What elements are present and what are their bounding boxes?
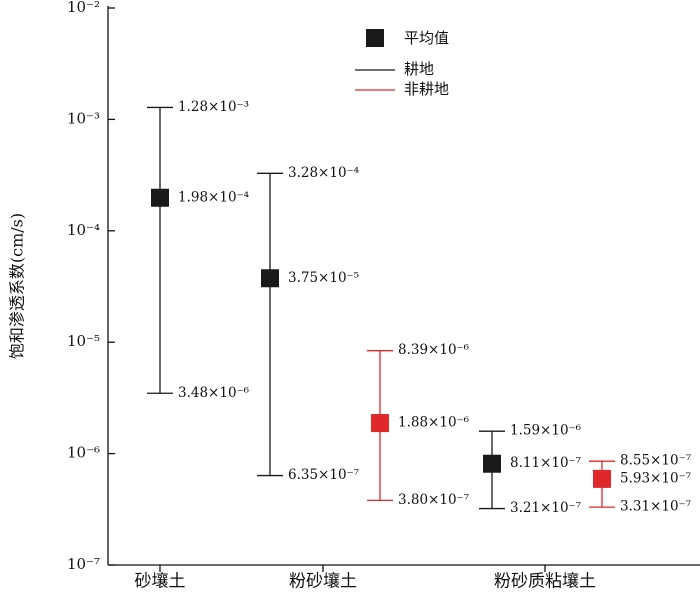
legend-label: 平均值 — [404, 29, 449, 47]
low-label: 3.31×10⁻⁷ — [620, 499, 692, 515]
high-label: 8.39×10⁻⁶ — [398, 342, 470, 358]
mean-label: 1.98×10⁻⁴ — [178, 189, 249, 205]
x-tick-label: 粉砂质粘壤土 — [494, 571, 596, 592]
x-tick-label: 粉砂壤土 — [289, 571, 357, 592]
y-tick-label: 10⁻⁴ — [67, 221, 100, 239]
mean-marker — [483, 454, 501, 473]
mean-marker — [151, 188, 169, 207]
low-label: 3.48×10⁻⁶ — [178, 385, 250, 401]
low-label: 6.35×10⁻⁷ — [288, 467, 360, 483]
low-label: 3.21×10⁻⁷ — [510, 500, 582, 516]
low-label: 3.80×10⁻⁷ — [398, 492, 470, 508]
mean-marker — [371, 414, 389, 433]
y-axis-label: 饱和渗透系数(cm/s) — [8, 213, 27, 359]
legend-label: 非耕地 — [404, 80, 449, 98]
y-tick-label: 10⁻⁶ — [67, 444, 100, 462]
high-label: 1.28×10⁻³ — [178, 99, 249, 115]
mean-label: 8.11×10⁻⁷ — [510, 455, 582, 471]
high-label: 8.55×10⁻⁷ — [620, 453, 692, 469]
mean-marker — [593, 469, 611, 488]
y-tick-label: 10⁻³ — [67, 109, 100, 127]
mean-label: 1.88×10⁻⁶ — [398, 415, 470, 431]
y-tick-label: 10⁻⁵ — [67, 332, 100, 350]
mean-marker — [261, 269, 279, 288]
legend-label: 耕地 — [404, 60, 434, 78]
high-label: 1.59×10⁻⁶ — [510, 423, 582, 439]
y-tick-label: 10⁻⁷ — [67, 555, 100, 573]
legend-marker — [366, 29, 384, 47]
high-label: 3.28×10⁻⁴ — [288, 165, 359, 181]
x-tick-label: 砂壤土 — [135, 571, 186, 592]
y-tick-label: 10⁻² — [67, 0, 100, 16]
mean-label: 3.75×10⁻⁵ — [288, 270, 359, 286]
mean-label: 5.93×10⁻⁷ — [620, 470, 692, 486]
